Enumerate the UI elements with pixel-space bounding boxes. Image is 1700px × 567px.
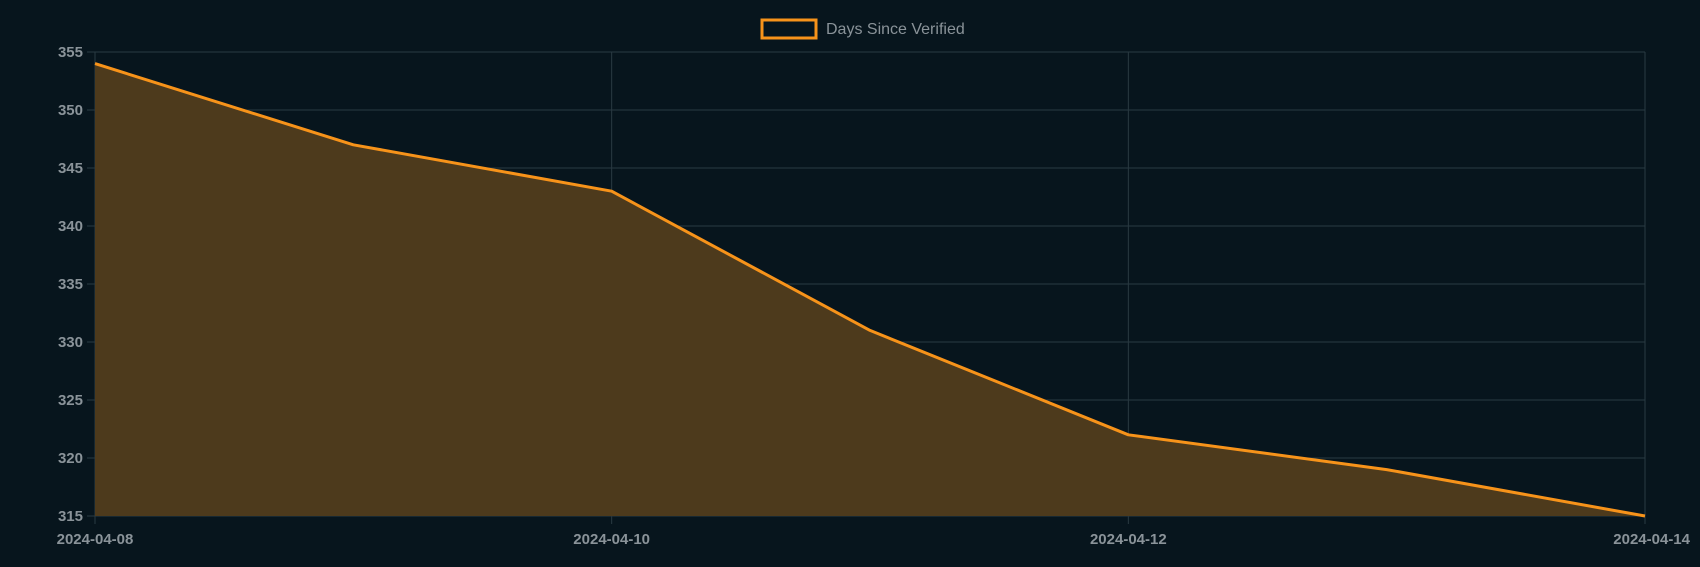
x-tick-label-2024-04-14: 2024-04-14: [1613, 531, 1690, 548]
data-point-2024-04-14[interactable]: [1642, 513, 1648, 519]
data-point-2024-04-12[interactable]: [1125, 432, 1131, 438]
legend-label-days-since-verified[interactable]: Days Since Verified: [826, 21, 965, 38]
x-tick-label-2024-04-10: 2024-04-10: [573, 531, 650, 548]
series-area-fill: [95, 63, 1645, 516]
y-tick-label-345: 345: [58, 160, 83, 177]
data-point-2024-04-08[interactable]: [92, 61, 98, 67]
x-axis: 2024-04-08 2024-04-10 2024-04-12 2024-04-14: [57, 531, 1691, 548]
data-point-2024-04-13[interactable]: [1384, 467, 1390, 473]
area-layer: [92, 61, 1648, 519]
y-axis: 315 320 325 330 335 340 345 350 355: [58, 44, 83, 525]
series-line: [94, 62, 1646, 518]
data-point-2024-04-10[interactable]: [609, 188, 615, 194]
y-tick-label-335: 335: [58, 276, 83, 293]
y-tick-label-350: 350: [58, 102, 83, 119]
y-tick-label-340: 340: [58, 218, 83, 235]
x-tick-label-2024-04-12: 2024-04-12: [1090, 531, 1167, 548]
data-point-2024-04-09[interactable]: [350, 142, 356, 148]
y-tick-label-355: 355: [58, 44, 83, 61]
legend-swatch-days-since-verified[interactable]: [760, 18, 818, 40]
x-tick-label-2024-04-08: 2024-04-08: [57, 531, 134, 548]
data-point-2024-04-11[interactable]: [867, 327, 873, 333]
y-tick-label-325: 325: [58, 392, 83, 409]
y-tick-label-320: 320: [58, 450, 83, 467]
legend[interactable]: Days Since Verified: [760, 18, 965, 40]
y-tick-label-315: 315: [58, 508, 83, 525]
y-tick-label-330: 330: [58, 334, 83, 351]
